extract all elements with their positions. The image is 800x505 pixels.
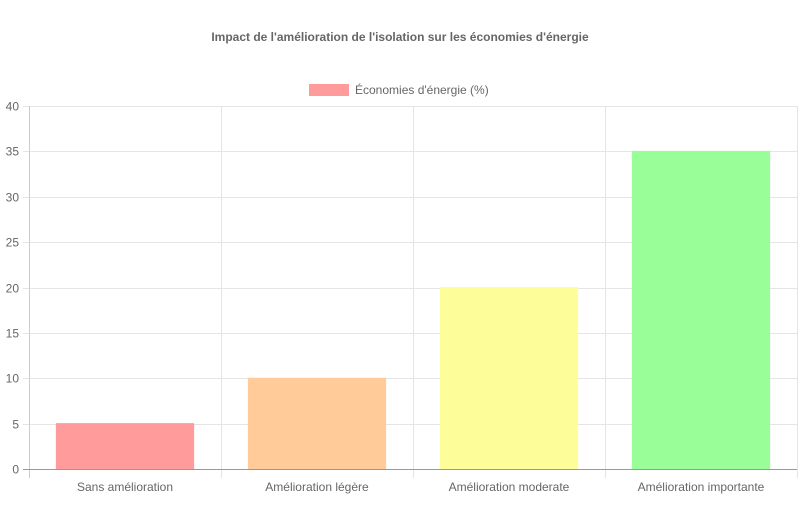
- y-tick-label: 0: [12, 463, 19, 477]
- bar[interactable]: [631, 151, 771, 469]
- y-tick-label: 10: [6, 372, 20, 386]
- legend-label: Économies d'énergie (%): [355, 82, 489, 97]
- legend-swatch: [309, 84, 349, 96]
- y-tick-label: 15: [6, 327, 20, 341]
- y-tick-labels: 0 5 10 15 20 25 30 35 40: [6, 100, 20, 477]
- y-tick-label: 20: [6, 282, 20, 296]
- bar[interactable]: [55, 423, 195, 469]
- y-tick-label: 30: [6, 191, 20, 205]
- bars: [55, 150, 771, 470]
- x-tick-label: Amélioration importante: [638, 480, 765, 494]
- x-tick-label: Amélioration légère: [265, 480, 369, 494]
- bar[interactable]: [247, 378, 387, 469]
- y-tick-label: 40: [6, 100, 20, 114]
- legend[interactable]: Économies d'énergie (%): [309, 82, 489, 97]
- x-tick-label: Amélioration moderate: [449, 480, 570, 494]
- grid: [23, 106, 798, 478]
- chart-title: Impact de l'amélioration de l'isolation …: [211, 30, 589, 44]
- y-tick-label: 5: [12, 418, 19, 432]
- y-tick-label: 25: [6, 236, 20, 250]
- x-tick-label: Sans amélioration: [77, 480, 173, 494]
- axes: [23, 106, 797, 478]
- y-tick-label: 35: [6, 145, 20, 159]
- bar[interactable]: [439, 287, 579, 470]
- x-tick-labels: Sans amélioration Amélioration légère Amél…: [77, 480, 765, 494]
